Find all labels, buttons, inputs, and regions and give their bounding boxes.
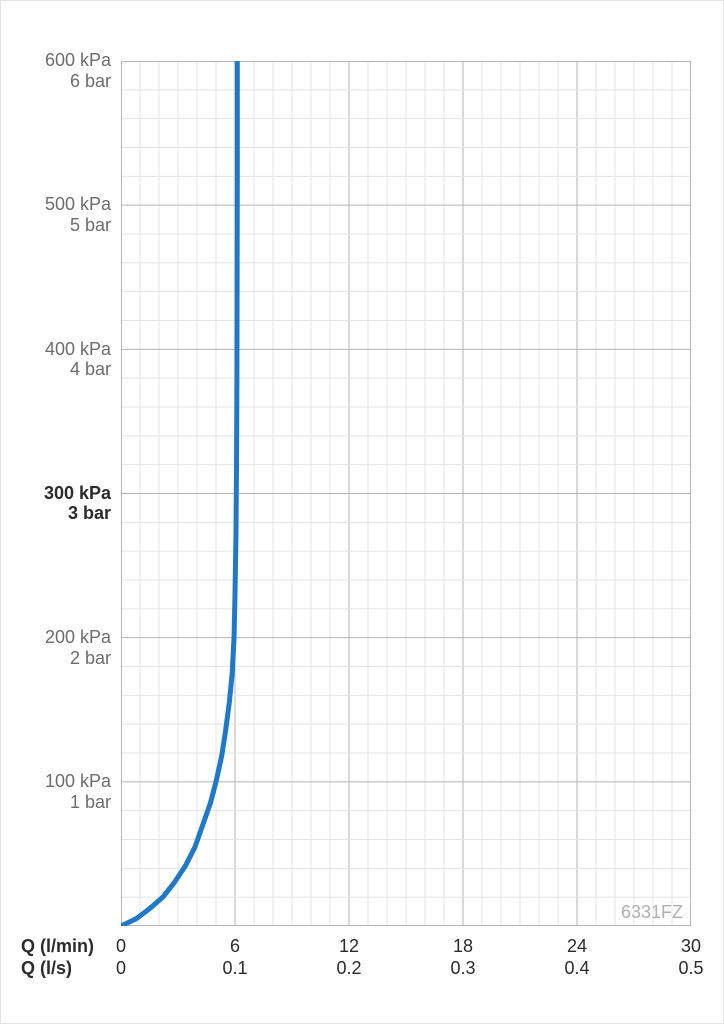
x-tick-label-ls: 0.3 xyxy=(443,958,483,979)
x-tick-label-ls: 0.4 xyxy=(557,958,597,979)
y-tick-label: 100 kPa1 bar xyxy=(1,771,111,812)
x-axis-title-ls: Q (l/s) xyxy=(21,958,72,979)
y-tick-label: 600 kPa6 bar xyxy=(1,50,111,91)
y-tick-label: 400 kPa4 bar xyxy=(1,339,111,380)
x-axis-title-lmin: Q (l/min) xyxy=(21,936,94,957)
x-tick-label-ls: 0.5 xyxy=(671,958,711,979)
x-tick-label-lmin: 6 xyxy=(215,936,255,957)
x-tick-label-lmin: 18 xyxy=(443,936,483,957)
pressure-flow-chart: 100 kPa1 bar 200 kPa2 bar 300 kPa3 bar 400 … xyxy=(0,0,724,1024)
x-tick-label-ls: 0.1 xyxy=(215,958,255,979)
x-tick-label-lmin: 0 xyxy=(101,936,141,957)
y-tick-label: 500 kPa5 bar xyxy=(1,194,111,235)
x-tick-label-lmin: 12 xyxy=(329,936,369,957)
x-tick-label-ls: 0.2 xyxy=(329,958,369,979)
x-tick-label-lmin: 30 xyxy=(671,936,711,957)
plot-area xyxy=(121,61,691,926)
y-tick-label: 300 kPa3 bar xyxy=(1,483,111,524)
chart-code: 6331FZ xyxy=(621,902,683,923)
y-tick-label: 200 kPa2 bar xyxy=(1,627,111,668)
x-tick-label-lmin: 24 xyxy=(557,936,597,957)
x-tick-label-ls: 0 xyxy=(101,958,141,979)
